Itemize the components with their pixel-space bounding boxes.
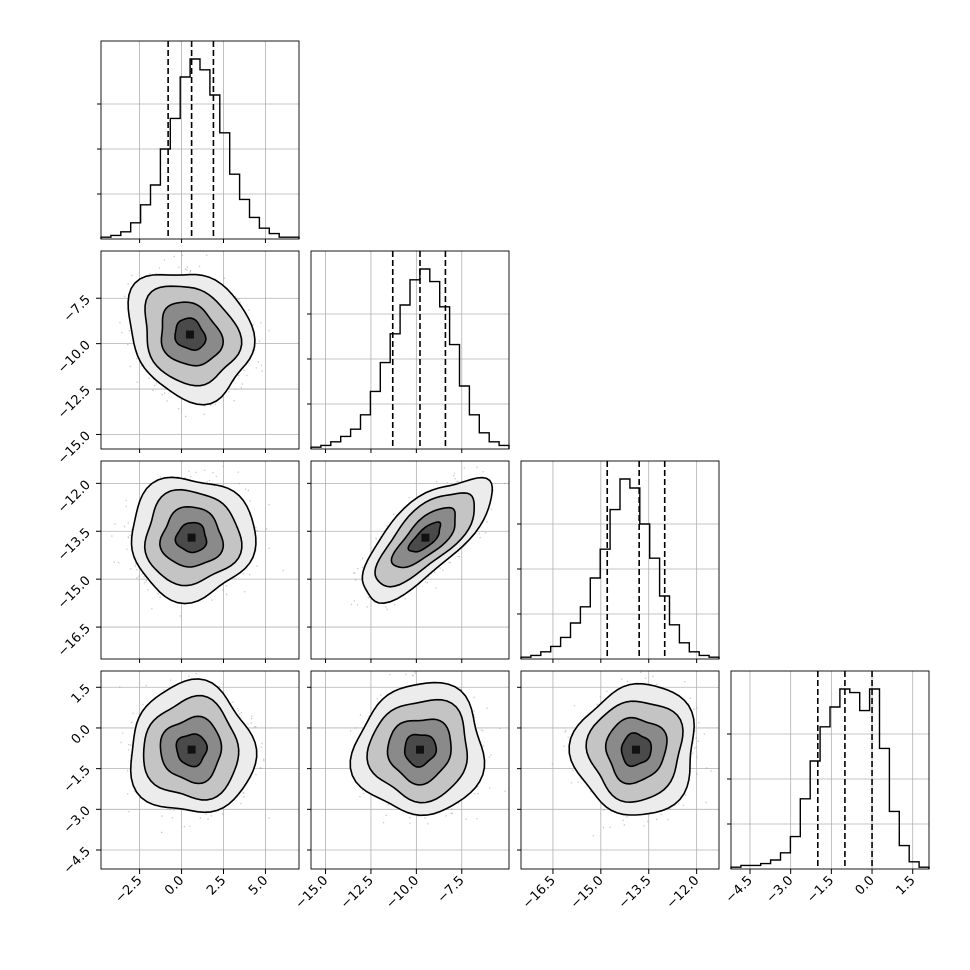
panel-frame	[310, 250, 510, 450]
contour-line	[390, 506, 456, 569]
contour-line	[568, 682, 696, 816]
x-tick-label: 5.0	[246, 873, 271, 898]
panel-frame	[520, 670, 720, 870]
scatter-panel-3-0	[101, 671, 299, 869]
panel-frame	[100, 460, 300, 660]
y-tick-label: −13.5	[55, 525, 94, 564]
panel-frame	[100, 670, 300, 870]
contour-line	[366, 698, 469, 804]
contour-line	[127, 273, 256, 406]
contour-line	[142, 694, 240, 801]
contour-line	[160, 301, 225, 367]
contour-line	[585, 700, 684, 804]
contour-line	[158, 505, 225, 568]
x-tick-label: −13.5	[616, 873, 655, 912]
histogram-step	[100, 58, 300, 239]
contour-line	[374, 492, 475, 588]
y-tick-label: −15.0	[55, 573, 94, 612]
y-tick-label: −4.5	[61, 844, 94, 877]
scatter-panel-2-0	[101, 461, 299, 659]
contour-line	[144, 285, 243, 387]
scatter-panel-3-1	[311, 671, 509, 869]
x-tick-label: −15.0	[293, 873, 332, 912]
density-peak	[187, 533, 196, 542]
y-tick-label: −7.5	[61, 292, 94, 325]
contour-line	[159, 715, 223, 785]
y-tick-label: 1.5	[69, 681, 94, 706]
panel-frame	[100, 40, 300, 240]
histogram-step	[310, 268, 510, 449]
x-tick-label: 2.5	[204, 873, 229, 898]
contour-line	[174, 317, 207, 352]
x-tick-label: 0.0	[162, 873, 187, 898]
contour-line	[604, 716, 668, 785]
histogram-panel-1	[97, 40, 300, 240]
x-tick-label: −3.0	[764, 873, 797, 906]
panel-frame	[520, 460, 720, 660]
y-tick-label: −15.0	[55, 429, 94, 468]
x-tick-label: −12.5	[338, 873, 377, 912]
density-peak	[421, 533, 430, 542]
y-tick-label: −12.0	[55, 478, 94, 517]
x-tick-label: −2.5	[112, 873, 145, 906]
contour-line	[620, 732, 653, 768]
contour-line	[174, 521, 208, 554]
contour-line	[129, 678, 258, 814]
panel-frame	[310, 460, 510, 660]
x-tick-label: 0.0	[853, 873, 878, 898]
contour-line	[403, 733, 438, 768]
histogram-panel-4	[727, 670, 930, 870]
histogram-panel-2	[307, 250, 510, 450]
x-tick-label: −10.0	[383, 873, 422, 912]
x-tick-label: −7.5	[435, 873, 468, 906]
contour-line	[143, 488, 243, 587]
contour-line	[130, 476, 257, 605]
panel-frame	[730, 670, 930, 870]
x-tick-label: −15.0	[568, 873, 607, 912]
scatter-panel-3-2	[521, 671, 719, 869]
density-peak	[187, 745, 196, 754]
x-tick-label: 1.5	[893, 873, 918, 898]
contour-line	[349, 681, 486, 817]
x-tick-label: −16.5	[520, 873, 559, 912]
density-peak	[415, 745, 424, 754]
contour-line	[407, 521, 442, 553]
density-peak	[185, 330, 194, 339]
density-peak	[631, 745, 640, 754]
panel-frame	[310, 670, 510, 870]
y-tick-label: −1.5	[61, 763, 94, 796]
contour-line	[175, 733, 209, 768]
y-tick-label: −12.5	[55, 383, 94, 422]
y-tick-label: −16.5	[55, 621, 94, 660]
x-tick-label: −12.0	[664, 873, 703, 912]
contour-line	[386, 718, 452, 786]
x-tick-label: −4.5	[723, 873, 756, 906]
panel-frame	[100, 250, 300, 450]
histogram-step	[730, 688, 930, 869]
y-tick-label: −3.0	[61, 804, 94, 837]
histogram-step	[520, 478, 720, 659]
scatter-panel-1-0	[101, 251, 299, 449]
scatter-panel-2-1	[311, 461, 509, 659]
y-tick-label: −10.0	[55, 338, 94, 377]
y-tick-label: 0.0	[69, 722, 94, 747]
histogram-panel-3	[517, 460, 720, 660]
x-tick-label: −1.5	[804, 873, 837, 906]
contour-line	[361, 476, 494, 605]
